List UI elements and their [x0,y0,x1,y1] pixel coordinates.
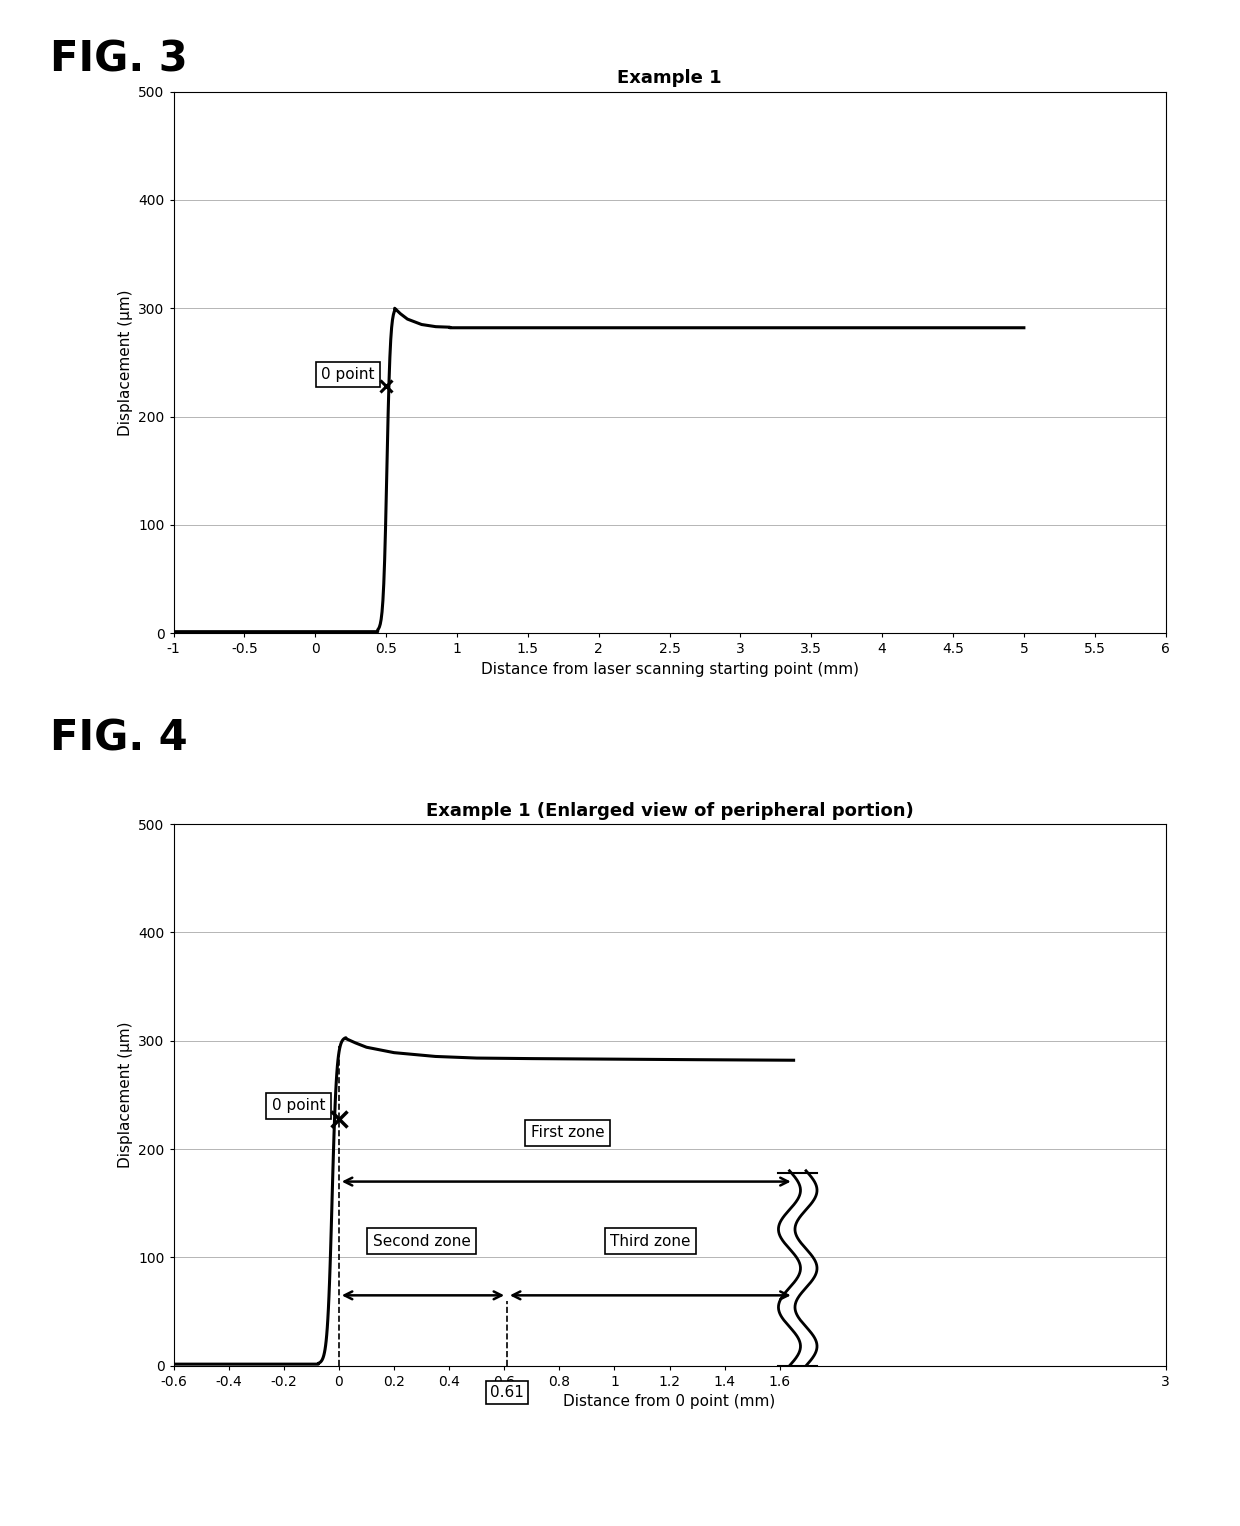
Text: Third zone: Third zone [610,1233,691,1248]
Text: 0 point: 0 point [272,1099,325,1114]
Title: Example 1: Example 1 [618,69,722,87]
Text: 0 point: 0 point [321,366,374,382]
Text: FIG. 3: FIG. 3 [50,38,187,81]
X-axis label: Distance from laser scanning starting point (mm): Distance from laser scanning starting po… [481,662,858,678]
Text: First zone: First zone [531,1125,604,1140]
Y-axis label: Displacement (μm): Displacement (μm) [118,288,133,436]
Y-axis label: Displacement (μm): Displacement (μm) [118,1021,133,1169]
Text: Second zone: Second zone [373,1233,470,1248]
X-axis label: Distance from 0 point (mm): Distance from 0 point (mm) [563,1395,776,1410]
Title: Example 1 (Enlarged view of peripheral portion): Example 1 (Enlarged view of peripheral p… [425,801,914,819]
Text: 0.61: 0.61 [490,1386,525,1401]
Text: FIG. 4: FIG. 4 [50,717,187,760]
